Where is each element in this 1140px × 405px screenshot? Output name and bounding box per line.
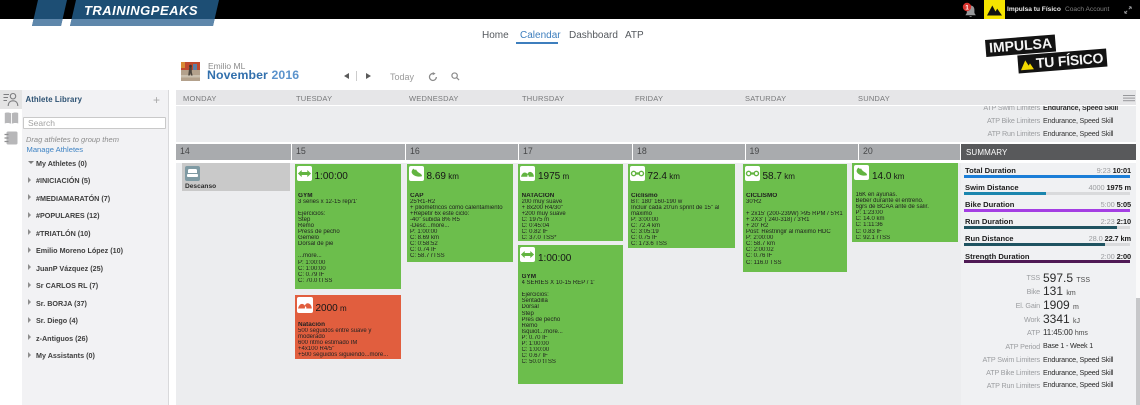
svg-text:1: 1 bbox=[965, 4, 969, 11]
